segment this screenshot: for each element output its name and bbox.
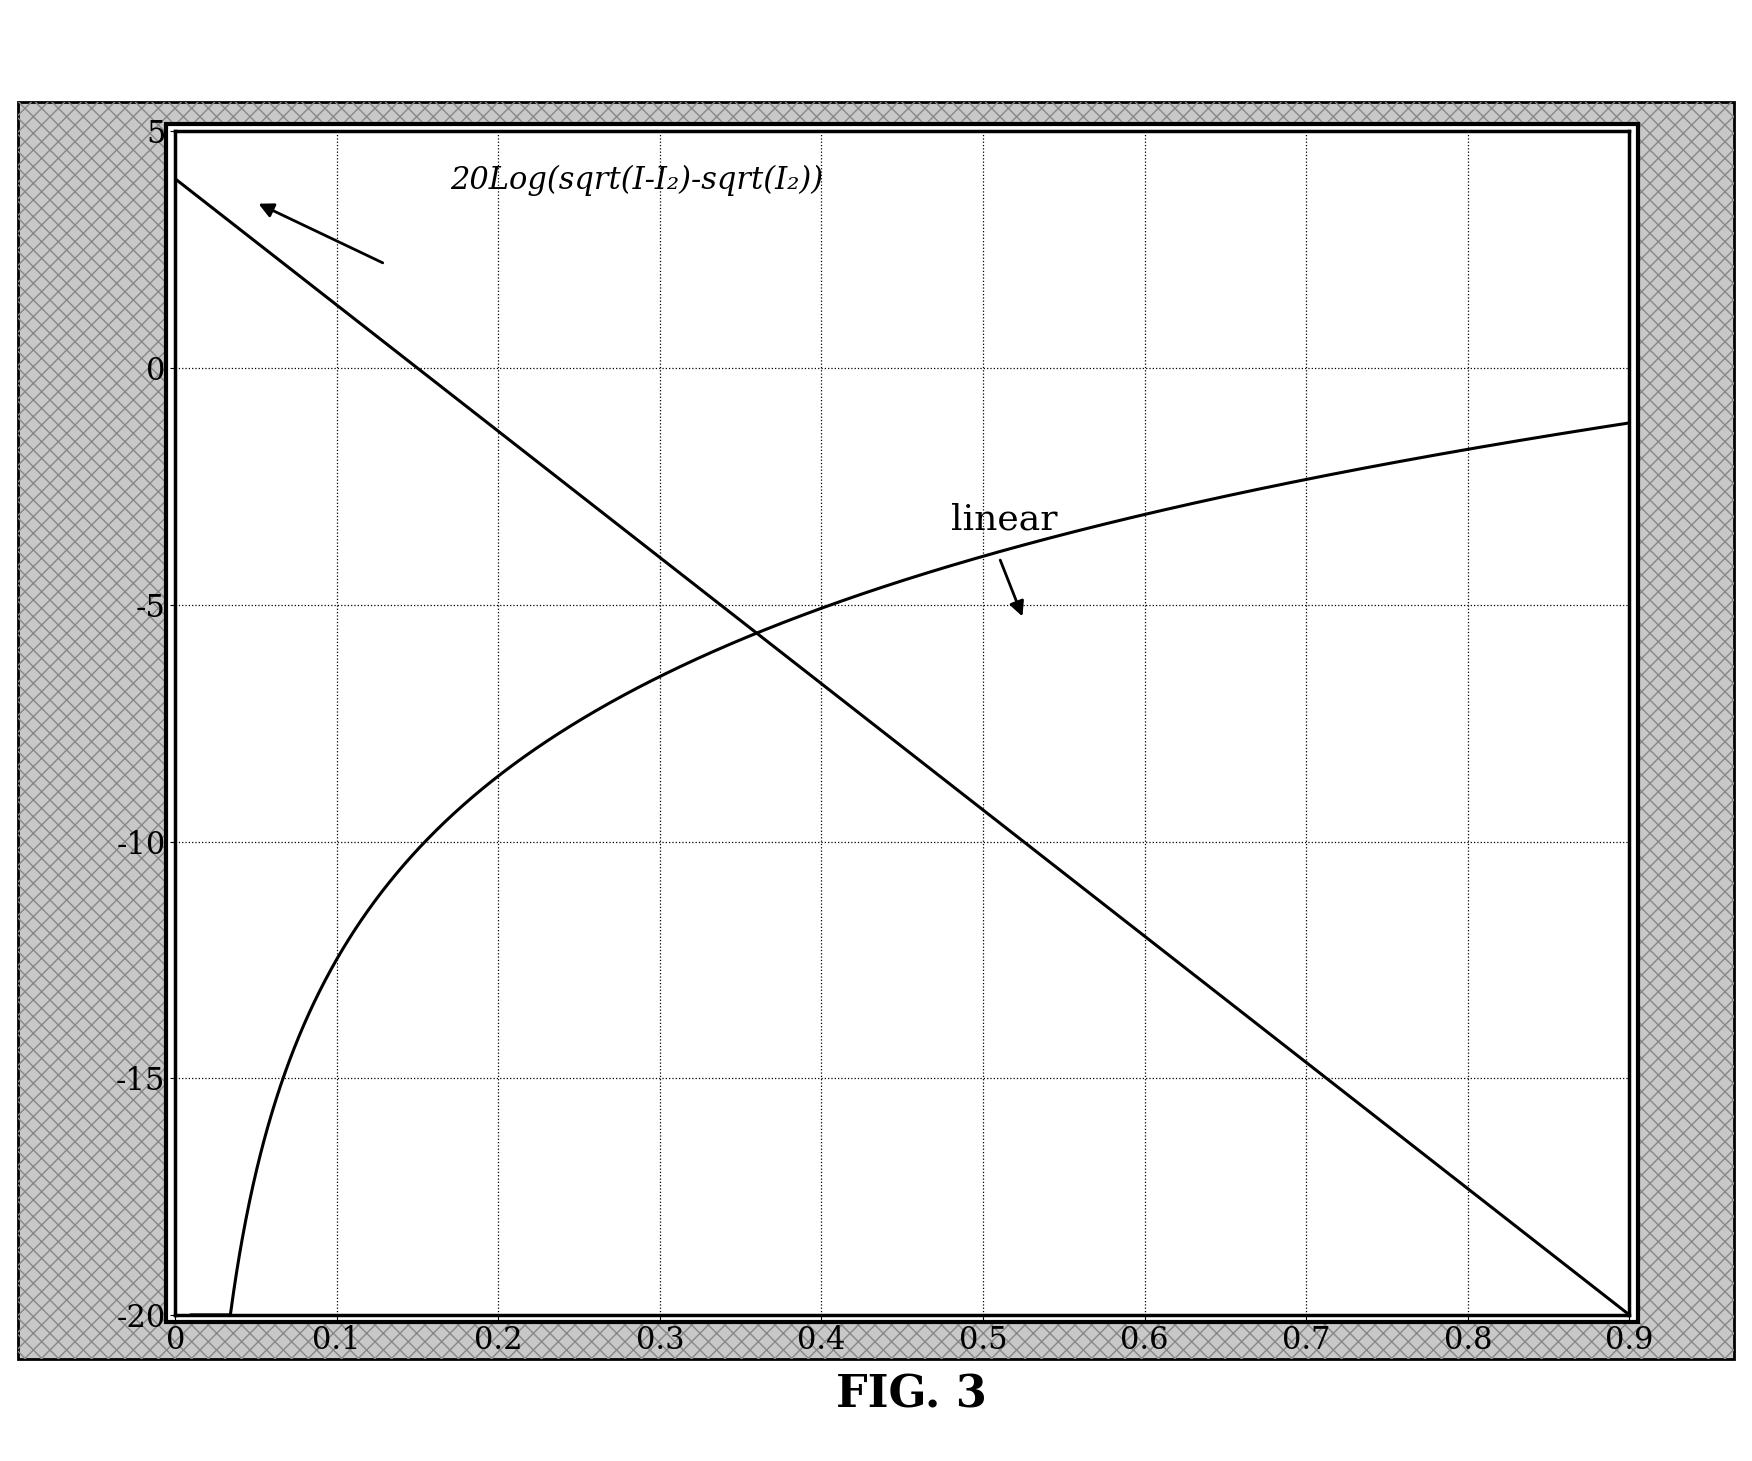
- Text: 20Log(sqrt(I-I₂)-sqrt(I₂)): 20Log(sqrt(I-I₂)-sqrt(I₂)): [450, 165, 823, 196]
- Text: FIG. 3: FIG. 3: [836, 1373, 986, 1417]
- Text: linear: linear: [951, 503, 1056, 536]
